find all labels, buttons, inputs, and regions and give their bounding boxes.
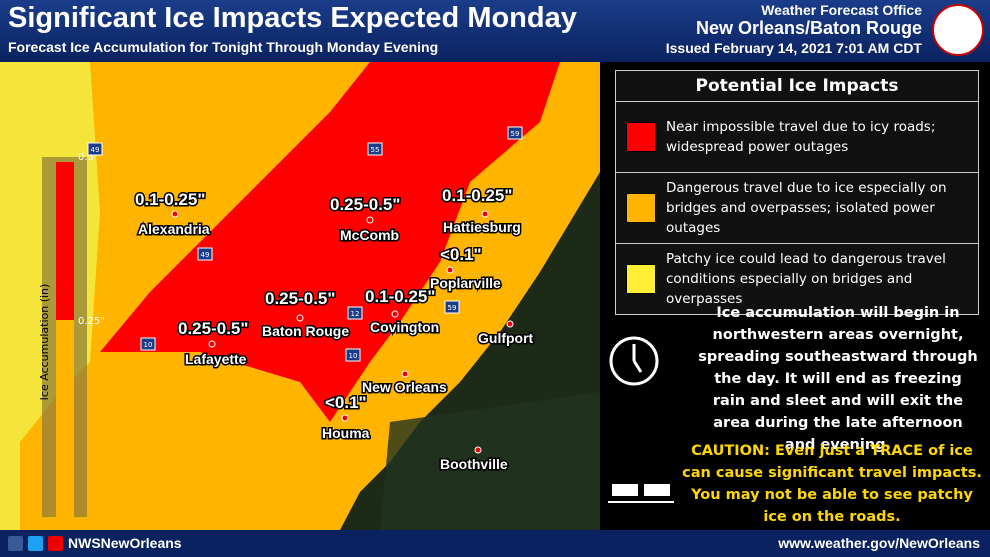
highway-label: 59	[448, 304, 457, 312]
city-dot	[208, 340, 216, 348]
subtitle: Forecast Ice Accumulation for Tonight Th…	[8, 39, 439, 55]
city-dot	[481, 210, 489, 218]
highway-label: 12	[351, 310, 360, 318]
office: Weather Forecast Office	[761, 2, 922, 18]
legend-swatch	[626, 122, 656, 152]
city-dot	[446, 266, 454, 274]
highway-label: 10	[349, 352, 358, 360]
handle[interactable]: NWSNewOrleans	[68, 535, 182, 551]
note: Ice accumulation will begin in northwest…	[698, 305, 978, 453]
twitter-icon[interactable]	[28, 536, 43, 551]
legend-item: Patchy ice could lead to dangerous trave…	[616, 244, 978, 314]
colorbar-tick: 0.5"	[78, 152, 99, 163]
nws-logo	[932, 4, 984, 56]
highway-label: 59	[511, 130, 520, 138]
city-label: Covington	[370, 319, 439, 335]
highway-shield	[444, 300, 460, 314]
amount-label: 0.25-0.5"	[178, 319, 248, 338]
city-dot	[474, 446, 482, 454]
city-label: Alexandria	[138, 221, 210, 237]
cars-icon	[608, 484, 674, 503]
caution: CAUTION: Even just a TRACE of ice can ca…	[682, 443, 982, 525]
map: Ice Accumulation (in) 0.5" 0.25" 0.1-0.25"…	[0, 62, 600, 530]
amount-label: 0.1-0.25"	[442, 186, 512, 205]
highway-shield	[367, 142, 383, 156]
legend-swatch	[626, 264, 656, 294]
issued: Issued February 14, 2021 7:01 AM CDT	[665, 40, 922, 56]
legend: Potential Ice Impacts Near impossible tr…	[615, 70, 979, 315]
highway-label: 49	[201, 251, 210, 259]
amount-label: <0.1"	[440, 245, 482, 264]
highway-shield	[347, 306, 363, 320]
city-label: Hattiesburg	[443, 219, 521, 235]
amount-label: 0.25-0.5"	[265, 289, 335, 308]
youtube-icon[interactable]	[48, 536, 63, 551]
side-panel: Potential Ice Impacts Near impossible tr…	[602, 62, 990, 530]
legend-text: Dangerous travel due to ice especially o…	[666, 180, 947, 236]
city-dot	[341, 414, 349, 422]
colorbar-tick: 0.25"	[78, 316, 105, 327]
city-label: McComb	[340, 227, 399, 243]
highway-label: 55	[371, 146, 380, 154]
city-dot	[366, 216, 374, 224]
city-label: Gulfport	[478, 330, 534, 346]
highway-shield	[507, 126, 523, 140]
city-dot	[296, 314, 304, 322]
office-name: New Orleans/Baton Rouge	[695, 18, 922, 38]
amount-label: 0.25-0.5"	[330, 195, 400, 214]
highway-shield	[87, 142, 103, 156]
city-label: Lafayette	[185, 351, 247, 367]
footer: NWSNewOrleans www.weather.gov/NewOrleans	[0, 530, 990, 557]
highway-label: 10	[144, 341, 153, 349]
amount-label: 0.1-0.25"	[135, 190, 205, 209]
city-dot	[391, 310, 399, 318]
legend-text: Near impossible travel due to icy roads;…	[666, 119, 936, 155]
city-dot	[506, 320, 514, 328]
clock-icon	[609, 336, 659, 386]
url[interactable]: www.weather.gov/NewOrleans	[778, 535, 980, 551]
amount-label: 0.1-0.25"	[365, 287, 435, 306]
colorbar-label: Ice Accumulation (in)	[38, 284, 51, 401]
header: Significant Ice Impacts Expected Monday …	[0, 0, 990, 62]
highway-label: 49	[91, 146, 100, 154]
legend-item: Near impossible travel due to icy roads;…	[616, 102, 978, 173]
city-label: Houma	[322, 425, 370, 441]
legend-item: Dangerous travel due to ice especially o…	[616, 173, 978, 244]
city-label: Baton Rouge	[262, 323, 349, 339]
city-dot	[401, 370, 409, 378]
highway-shield	[140, 337, 156, 351]
highway-shield	[345, 348, 361, 362]
highway-shield	[197, 247, 213, 261]
legend-title: Potential Ice Impacts	[616, 71, 978, 102]
title: Significant Ice Impacts Expected Monday	[8, 2, 577, 34]
city-label: Poplarville	[430, 275, 501, 291]
legend-text: Patchy ice could lead to dangerous trave…	[666, 251, 946, 307]
legend-swatch	[626, 193, 656, 223]
city-dot	[171, 210, 179, 218]
city-label: New Orleans	[362, 379, 447, 395]
facebook-icon[interactable]	[8, 536, 23, 551]
city-label: Boothville	[440, 456, 508, 472]
amount-label: <0.1"	[325, 393, 367, 412]
